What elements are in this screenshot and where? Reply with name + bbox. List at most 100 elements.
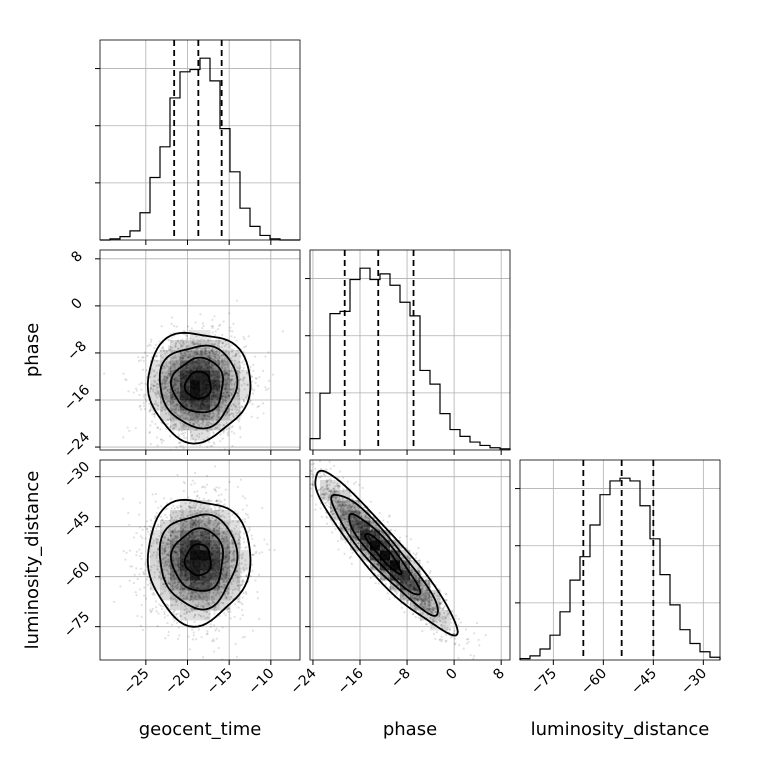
sample-point — [197, 375, 200, 379]
density-cell — [220, 540, 231, 551]
density-cell — [370, 550, 381, 561]
sample-point — [216, 385, 219, 388]
sample-point — [232, 355, 235, 358]
sample-point — [209, 370, 212, 374]
sample-point — [244, 563, 247, 566]
sample-point — [221, 366, 224, 370]
sample-point — [220, 402, 223, 405]
sample-point — [195, 403, 198, 406]
sample-point — [167, 413, 171, 416]
sample-point — [212, 374, 215, 377]
sample-point — [205, 406, 209, 409]
sample-point — [226, 411, 229, 414]
sample-point — [247, 530, 250, 533]
sample-point — [220, 508, 223, 511]
sample-point — [135, 567, 138, 570]
sample-point — [191, 413, 194, 416]
sample-point — [211, 387, 215, 390]
sample-point — [192, 364, 195, 368]
density-cell — [230, 550, 241, 561]
sample-point — [204, 603, 207, 606]
density-cell — [210, 360, 221, 371]
sample-point — [221, 395, 224, 398]
sample-point — [222, 409, 225, 413]
sample-point — [192, 342, 195, 345]
sample-point — [202, 388, 205, 392]
density-geocent-time-vs-phase — [150, 330, 251, 441]
sample-point — [212, 389, 215, 392]
sample-point — [176, 604, 179, 607]
sample-point — [199, 394, 203, 397]
sample-point — [181, 401, 185, 404]
sample-point — [189, 400, 193, 403]
sample-point — [184, 393, 187, 396]
sample-point — [185, 582, 188, 585]
sample-point — [214, 427, 217, 430]
sample-point — [205, 551, 209, 554]
sample-point — [210, 416, 214, 420]
sample-point — [230, 383, 233, 386]
sample-point — [213, 359, 216, 363]
sample-point — [193, 390, 196, 393]
sample-point — [243, 399, 246, 402]
sample-point — [181, 369, 184, 373]
sample-point — [226, 363, 230, 366]
sample-point — [156, 404, 159, 407]
sample-point — [163, 387, 166, 390]
sample-point — [223, 367, 226, 370]
sample-point — [164, 408, 167, 412]
sample-point — [192, 422, 196, 426]
sample-point — [203, 397, 206, 400]
sample-point — [171, 395, 174, 398]
sample-point — [215, 486, 218, 489]
sample-point — [184, 542, 187, 545]
sample-point — [180, 386, 184, 390]
sample-point — [168, 533, 171, 537]
sample-point — [192, 338, 195, 341]
sample-point — [193, 365, 197, 368]
density-cell — [240, 560, 251, 571]
sample-point — [154, 374, 157, 377]
sample-point — [250, 388, 254, 391]
sample-point — [238, 562, 241, 565]
sample-point — [159, 428, 162, 431]
sample-point — [164, 420, 167, 423]
density-cell — [220, 580, 231, 591]
sample-point — [216, 450, 218, 452]
sample-point — [223, 357, 226, 360]
sample-point — [189, 401, 193, 405]
sample-point — [214, 370, 217, 373]
sample-point — [217, 486, 221, 489]
sample-point — [124, 378, 127, 381]
sample-point — [180, 525, 184, 528]
sample-point — [171, 396, 174, 399]
sample-point — [200, 540, 203, 543]
sample-point — [181, 394, 184, 397]
sample-point — [146, 583, 150, 587]
sample-point — [216, 426, 219, 429]
sample-point — [184, 417, 187, 420]
density-cell — [190, 500, 201, 511]
sample-point — [148, 402, 151, 405]
sample-point — [181, 432, 185, 435]
sample-point — [169, 369, 172, 372]
sample-point — [195, 335, 198, 338]
density-cell — [210, 570, 221, 581]
sample-point — [229, 357, 232, 360]
sample-point — [134, 427, 137, 430]
sample-point — [180, 398, 183, 401]
sample-point — [252, 363, 255, 366]
sample-point — [146, 528, 149, 531]
sample-point — [198, 378, 201, 381]
density-cell — [170, 520, 181, 531]
sample-point — [178, 370, 181, 373]
sample-point — [196, 387, 199, 390]
sample-point — [267, 351, 270, 354]
sample-point — [167, 347, 170, 350]
density-cell — [400, 550, 411, 561]
sample-point — [172, 395, 175, 398]
density-cell — [230, 570, 241, 581]
density-cell — [190, 580, 201, 591]
sample-point — [213, 351, 216, 354]
sample-point — [192, 634, 195, 637]
